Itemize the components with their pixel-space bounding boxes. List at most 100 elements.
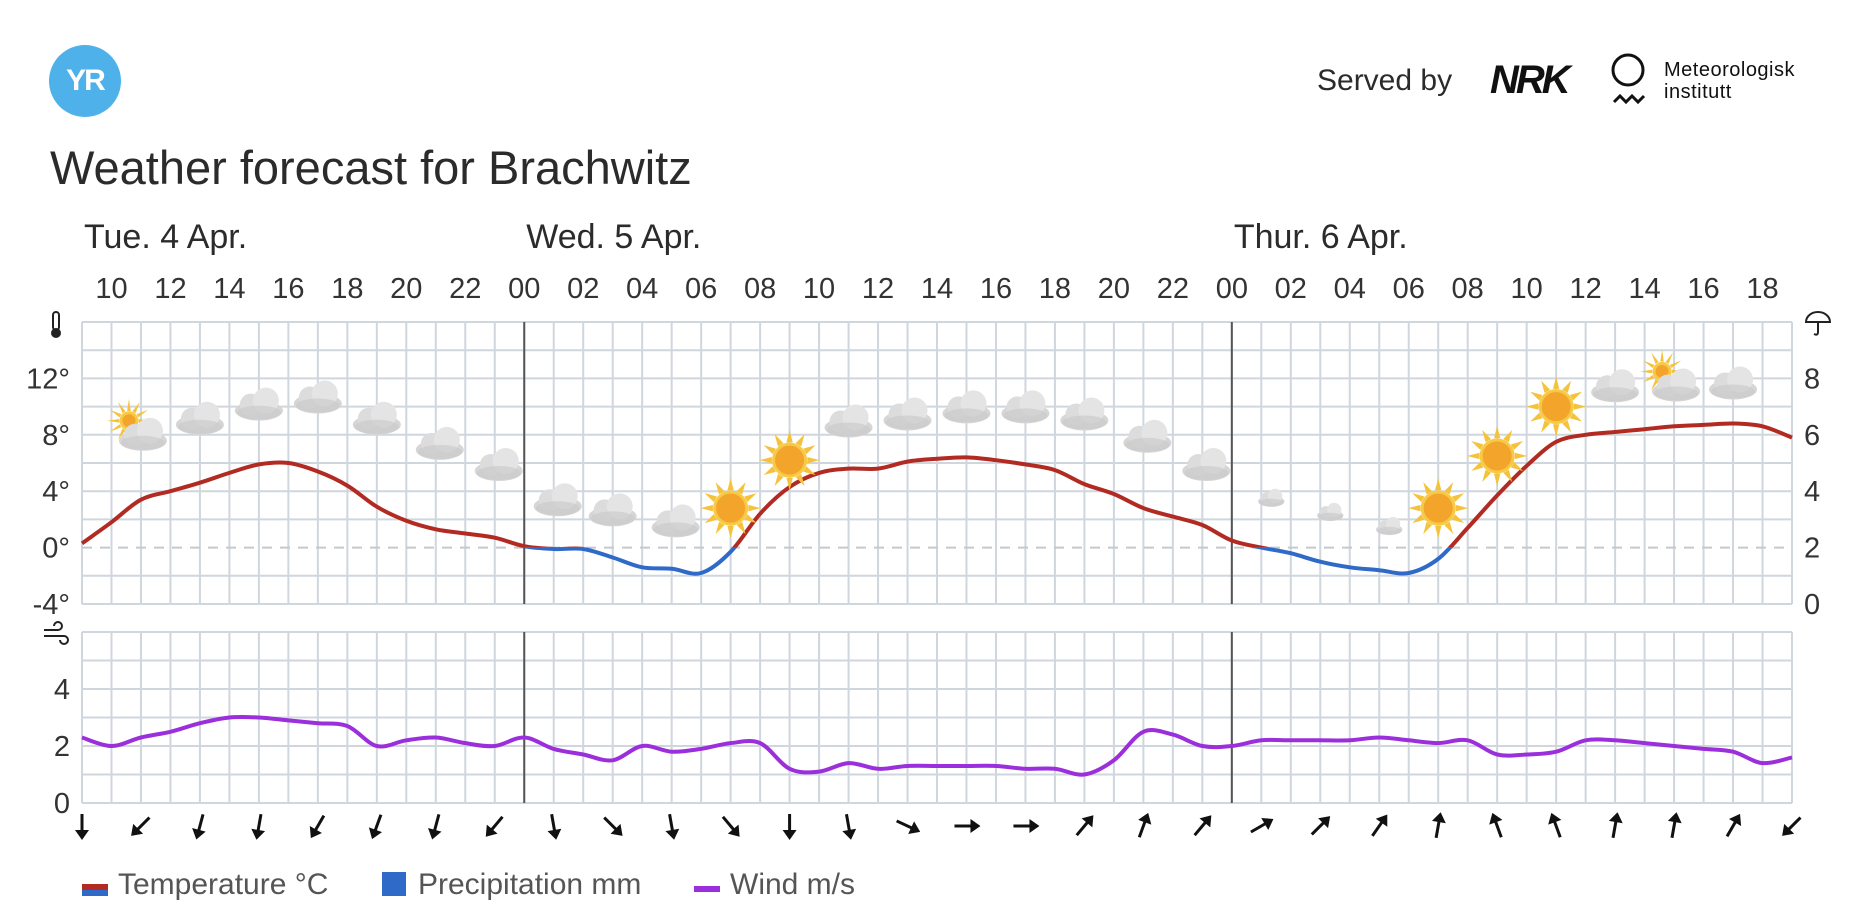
arrow-head xyxy=(485,824,498,837)
arrow-head xyxy=(1138,812,1152,825)
met-institute-logo-text[interactable]: Meteorologisk institutt xyxy=(1664,59,1795,103)
cloud-shade xyxy=(354,419,399,434)
cloudy-icon xyxy=(1709,366,1758,400)
sun-ray xyxy=(1471,462,1484,471)
hour-tick-label: 12 xyxy=(1569,273,1601,305)
sun-ray xyxy=(1444,482,1454,495)
cloud-shade xyxy=(1711,384,1756,399)
sun-ray xyxy=(795,473,805,487)
yr-logo[interactable]: YR xyxy=(49,45,121,117)
partly-cloudy-night-icon xyxy=(1182,440,1231,481)
arrow-head xyxy=(1261,817,1274,831)
met-institute-icon[interactable] xyxy=(1610,52,1666,110)
sun-ray xyxy=(1503,429,1513,443)
hour-tick-label: 10 xyxy=(95,273,127,305)
cloud-shape xyxy=(234,387,283,421)
wind-axis-tick-label: 0 xyxy=(54,788,70,820)
cloud-shade xyxy=(653,522,698,537)
wind-icon-line2 xyxy=(44,635,69,645)
hour-tick-label: 02 xyxy=(567,273,599,305)
arrow-head xyxy=(727,824,740,837)
cloud-shade xyxy=(1259,498,1284,507)
hour-tick-label: 06 xyxy=(1393,273,1425,305)
wind-direction-arrow-icon xyxy=(1667,812,1682,839)
cloud-shade xyxy=(1377,526,1402,535)
cloudy-icon xyxy=(1591,369,1640,403)
clear-sky-day-icon xyxy=(1526,376,1587,437)
sun-ray xyxy=(1573,403,1587,410)
partly-cloudy-night-icon xyxy=(415,418,464,460)
sun-ray xyxy=(1444,521,1454,535)
sun-shape xyxy=(700,478,761,539)
precip-axis-tick-label: 4 xyxy=(1804,476,1820,508)
clear-sky-day-icon xyxy=(1467,425,1528,486)
sun-disc xyxy=(1420,490,1456,526)
sun-shape xyxy=(1526,376,1587,437)
met-line2: institutt xyxy=(1664,81,1732,103)
hour-tick-label: 22 xyxy=(1157,273,1189,305)
wind-direction-arrow-icon xyxy=(954,819,981,833)
sun-ray xyxy=(715,521,725,535)
hour-tick-label: 14 xyxy=(213,273,245,305)
nrk-logo[interactable]: NRK xyxy=(1490,58,1571,102)
hour-tick-label: 10 xyxy=(803,273,835,305)
met-line1: Meteorologisk xyxy=(1664,59,1796,81)
cloudy-icon xyxy=(1060,397,1109,431)
sun-ray xyxy=(759,456,772,464)
precip-axis-tick-label: 0 xyxy=(1804,589,1820,621)
wind-direction-arrow-icon xyxy=(368,814,383,840)
cloud-shape xyxy=(352,401,401,435)
sun-ray xyxy=(1665,352,1674,364)
temp-axis-tick-label: 4° xyxy=(42,476,70,508)
cloud-shade xyxy=(885,415,930,430)
sun-ray xyxy=(1510,462,1524,471)
cloud-shape xyxy=(293,380,342,414)
cloud-shape xyxy=(118,417,167,451)
hour-tick-label: 04 xyxy=(626,273,658,305)
wind-direction-arrow-icon xyxy=(1193,815,1212,837)
arrow-head xyxy=(192,828,206,840)
precip-axis-tick-label: 6 xyxy=(1804,420,1820,452)
sun-ray xyxy=(748,504,761,512)
wind-direction-arrow-icon xyxy=(1250,817,1274,834)
sun-ray xyxy=(1412,514,1425,524)
sun-shape xyxy=(759,430,820,491)
cloud-shape xyxy=(1376,516,1403,536)
sun-ray xyxy=(1408,504,1421,512)
temp-axis-tick-label: 0° xyxy=(42,533,70,565)
cloud-shade xyxy=(1318,512,1343,521)
sun-ray xyxy=(1503,469,1513,482)
sun-ray xyxy=(1530,412,1543,422)
cloud-shade xyxy=(177,419,222,434)
wind-direction-arrow-icon xyxy=(1725,813,1742,838)
cloud-shape xyxy=(175,401,224,435)
cloudy-icon xyxy=(352,401,401,435)
cloud-shade xyxy=(120,435,165,450)
sun-ray xyxy=(1514,452,1528,460)
sun-ray xyxy=(1451,493,1465,503)
cloud-shade xyxy=(1003,408,1048,423)
hour-tick-label: 00 xyxy=(1216,273,1248,305)
wind-direction-arrow-icon xyxy=(309,814,326,839)
sun-disc xyxy=(713,490,749,526)
sun-ray xyxy=(763,466,776,476)
cloud-shape xyxy=(1060,397,1109,431)
cloud-shape xyxy=(1591,369,1640,403)
sun-shape xyxy=(1467,425,1528,486)
arrow-head xyxy=(1782,823,1795,836)
hour-tick-label: 18 xyxy=(331,273,363,305)
sun-ray xyxy=(1467,452,1480,460)
sun-ray xyxy=(132,401,140,414)
cloud-shape xyxy=(1317,502,1344,521)
sun-ray xyxy=(1493,425,1501,439)
arrow-head xyxy=(1081,815,1094,828)
arrow-head xyxy=(1548,812,1562,825)
temp-axis-tick-label: -4° xyxy=(33,589,70,621)
moon-shape xyxy=(1245,473,1260,502)
cloud-shape xyxy=(651,504,700,538)
wind-axis-tick-label: 4 xyxy=(54,674,70,706)
sun-ray xyxy=(727,478,734,491)
hour-tick-label: 12 xyxy=(862,273,894,305)
hour-tick-label: 08 xyxy=(1452,273,1484,305)
umbrella-icon-canopy xyxy=(1804,311,1832,323)
